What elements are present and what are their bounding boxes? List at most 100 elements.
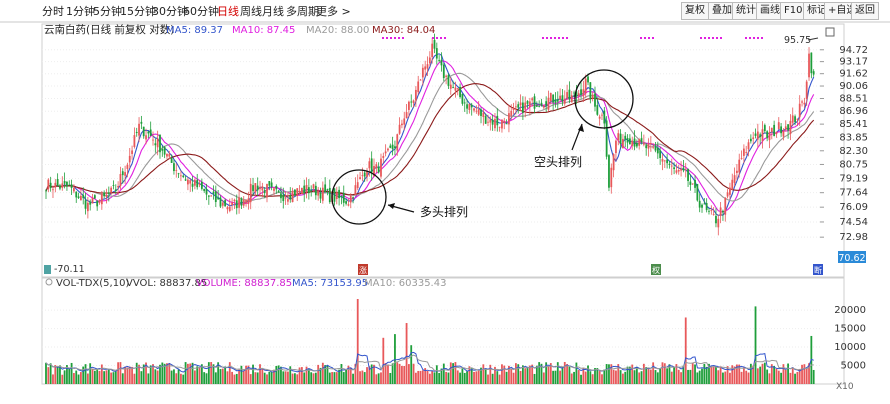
candle-body — [538, 106, 541, 107]
volume-bar — [682, 365, 685, 384]
candle-body — [510, 110, 513, 116]
volume-bar — [412, 363, 415, 384]
candle-body — [310, 190, 313, 192]
period-tab-6[interactable]: 日线 — [217, 5, 239, 18]
volume-bar — [491, 373, 494, 384]
candle-body — [577, 93, 580, 96]
candle-body — [86, 202, 89, 212]
candle-body — [135, 132, 138, 133]
volume-bar — [487, 374, 489, 384]
toolbar-button-1[interactable]: 叠加 — [708, 2, 736, 20]
volume-bar — [419, 370, 422, 384]
volume-bar — [656, 372, 659, 384]
period-tab-0[interactable]: 分时 — [42, 5, 64, 18]
volume-bar — [389, 372, 392, 384]
volume-bar — [563, 361, 566, 384]
volume-bar — [687, 369, 689, 384]
volume-bar — [812, 369, 815, 384]
candle-body — [59, 185, 61, 189]
toolbar-button-7[interactable]: 返回 — [851, 2, 879, 20]
volume-legend-3: MA5: 73153.95 — [292, 278, 368, 289]
candle-body — [412, 100, 415, 103]
volume-bar — [782, 364, 785, 384]
period-tab-2[interactable]: 5分钟 — [93, 5, 122, 18]
volume-bar — [673, 366, 675, 384]
volume-bar — [75, 370, 78, 384]
volume-bar — [163, 363, 166, 384]
volume-bar — [303, 372, 306, 384]
candle-body — [266, 183, 268, 198]
candle-body — [280, 193, 282, 199]
period-tab-9[interactable]: 多周期 — [286, 5, 319, 18]
candle-body — [766, 131, 769, 139]
candle-body — [812, 71, 815, 75]
candle-body — [531, 98, 534, 101]
volume-bar — [447, 372, 450, 384]
period-tab-1[interactable]: 1分钟 — [66, 5, 95, 18]
candle-body — [649, 143, 652, 145]
volume-bar — [703, 363, 706, 384]
volume-bar — [701, 368, 703, 384]
candle-body — [677, 170, 680, 172]
volume-bar — [98, 370, 101, 384]
period-tab-5[interactable]: 60分钟 — [183, 5, 219, 18]
candle-body — [256, 185, 259, 191]
candle-body — [361, 175, 364, 177]
volume-bar — [177, 369, 180, 384]
candle-body — [159, 134, 161, 153]
candle-body — [391, 144, 394, 149]
volume-bar — [794, 373, 796, 384]
volume-bar — [677, 369, 680, 384]
volume-bar — [503, 365, 506, 384]
period-tab-7[interactable]: 周线 — [240, 5, 262, 18]
candle-body — [273, 188, 275, 191]
candle-body — [207, 195, 210, 197]
candle-body — [705, 202, 708, 211]
candle-body — [168, 154, 171, 157]
event-marker-row — [382, 37, 763, 39]
volume-bar — [340, 364, 343, 384]
volume-bar — [470, 368, 473, 384]
bullish-alignment-circle — [331, 169, 387, 225]
candle-body — [426, 64, 429, 69]
volume-bar — [396, 362, 399, 384]
price-axis-tick-label: 80.75 — [839, 159, 868, 170]
event-dot — [546, 37, 548, 39]
volume-bar — [694, 364, 696, 384]
volume-bar — [742, 367, 745, 384]
candle-body — [615, 140, 617, 154]
candle-body — [559, 95, 562, 100]
price-axis-tick-label: 79.19 — [839, 173, 868, 184]
candle-body — [575, 91, 578, 97]
volume-bar — [321, 362, 324, 384]
period-tab-4[interactable]: 30分钟 — [152, 5, 188, 18]
candle-body — [787, 124, 789, 131]
candle-body — [112, 185, 115, 186]
volume-bar — [359, 371, 361, 384]
volume-bar — [405, 323, 408, 384]
volume-bar — [373, 364, 375, 384]
volume-bar — [494, 366, 496, 384]
candle-body — [691, 183, 694, 185]
candle-body — [396, 134, 399, 151]
volume-bar — [291, 373, 294, 384]
candle-body — [100, 194, 103, 205]
candle-body — [663, 160, 666, 162]
candle-body — [489, 119, 492, 123]
candle-body — [354, 185, 357, 196]
volume-bar — [617, 364, 620, 384]
candle-body — [712, 214, 715, 215]
volume-legend-0: VOL-TDX(5,10) — [56, 278, 129, 289]
bottom-marker-bg-1 — [651, 264, 661, 275]
volume-bar — [319, 367, 322, 384]
volume-bar — [738, 364, 741, 384]
candle-body — [745, 152, 748, 153]
candle-body — [287, 199, 289, 202]
period-tab-8[interactable]: 月线 — [262, 5, 284, 18]
candle-body — [452, 87, 454, 88]
event-dot — [402, 37, 404, 39]
volume-bar — [275, 365, 278, 384]
period-tab-10[interactable]: 更多 > — [316, 5, 351, 18]
period-tab-3[interactable]: 15分钟 — [120, 5, 156, 18]
volume-bar — [626, 366, 629, 384]
